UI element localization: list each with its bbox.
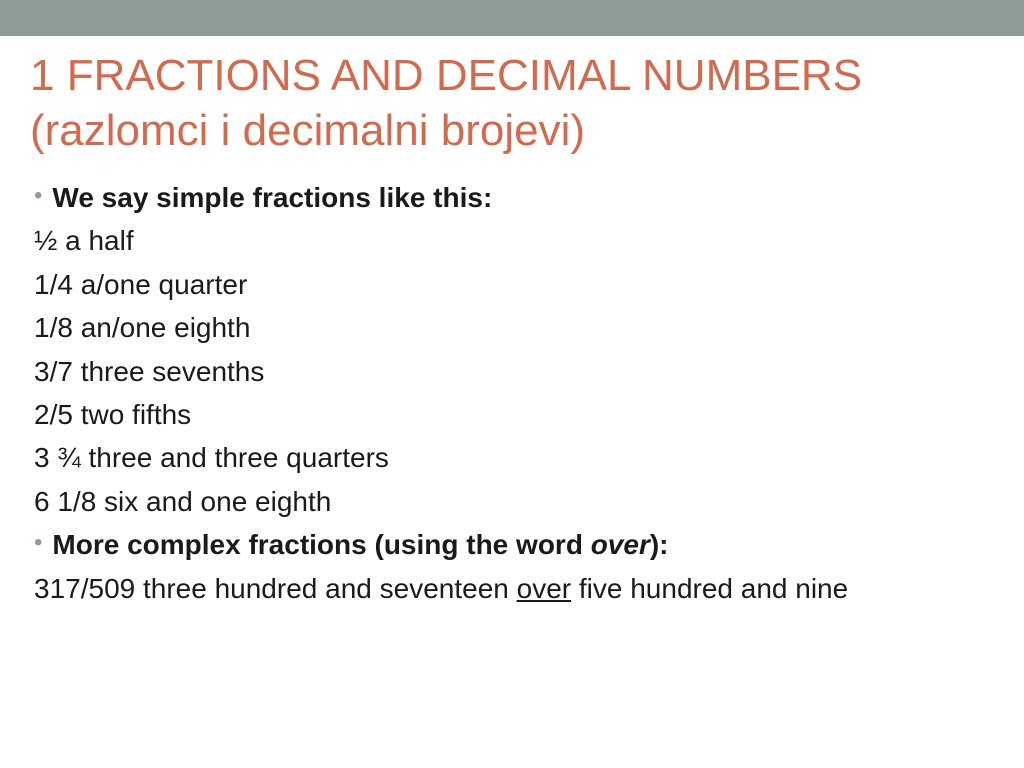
fraction-line-4: 3/7 three sevenths [34, 350, 994, 393]
fraction-line-3: 1/8 an/one eighth [34, 306, 994, 349]
complex-post: five hundred and nine [571, 573, 848, 604]
fraction-line-7: 6 1/8 six and one eighth [34, 480, 994, 523]
complex-underline: over [517, 573, 571, 604]
fraction-line-2: 1/4 a/one quarter [34, 263, 994, 306]
slide-title: 1 FRACTIONS AND DECIMAL NUMBERS (razlomc… [30, 48, 994, 158]
bullet-1-text: We say simple fractions like this: [52, 176, 492, 219]
bullet-2-pre: More complex fractions (using the word [52, 529, 590, 560]
top-bar [0, 0, 1024, 36]
complex-pre: 317/509 three hundred and seventeen [34, 573, 517, 604]
fraction-line-6: 3 ¾ three and three quarters [34, 436, 994, 479]
bullet-item-1: • We say simple fractions like this: [34, 176, 994, 219]
fraction-line-1: ½ a half [34, 219, 994, 262]
title-main: 1 FRACTIONS AND DECIMAL NUMBERS [30, 51, 862, 100]
body-list: • We say simple fractions like this: ½ a… [30, 176, 994, 610]
title-sub: (razlomci i decimalni brojevi) [30, 106, 585, 155]
bullet-dot-icon: • [34, 176, 42, 217]
fraction-line-5: 2/5 two fifths [34, 393, 994, 436]
bullet-2-em: over [591, 529, 650, 560]
bullet-2-post: ): [650, 529, 669, 560]
bullet-dot-icon: • [34, 523, 42, 564]
complex-fraction-line: 317/509 three hundred and seventeen over… [34, 567, 994, 610]
slide-content: 1 FRACTIONS AND DECIMAL NUMBERS (razlomc… [0, 36, 1024, 610]
bullet-2-text: More complex fractions (using the word o… [52, 523, 668, 566]
bullet-item-2: • More complex fractions (using the word… [34, 523, 994, 566]
